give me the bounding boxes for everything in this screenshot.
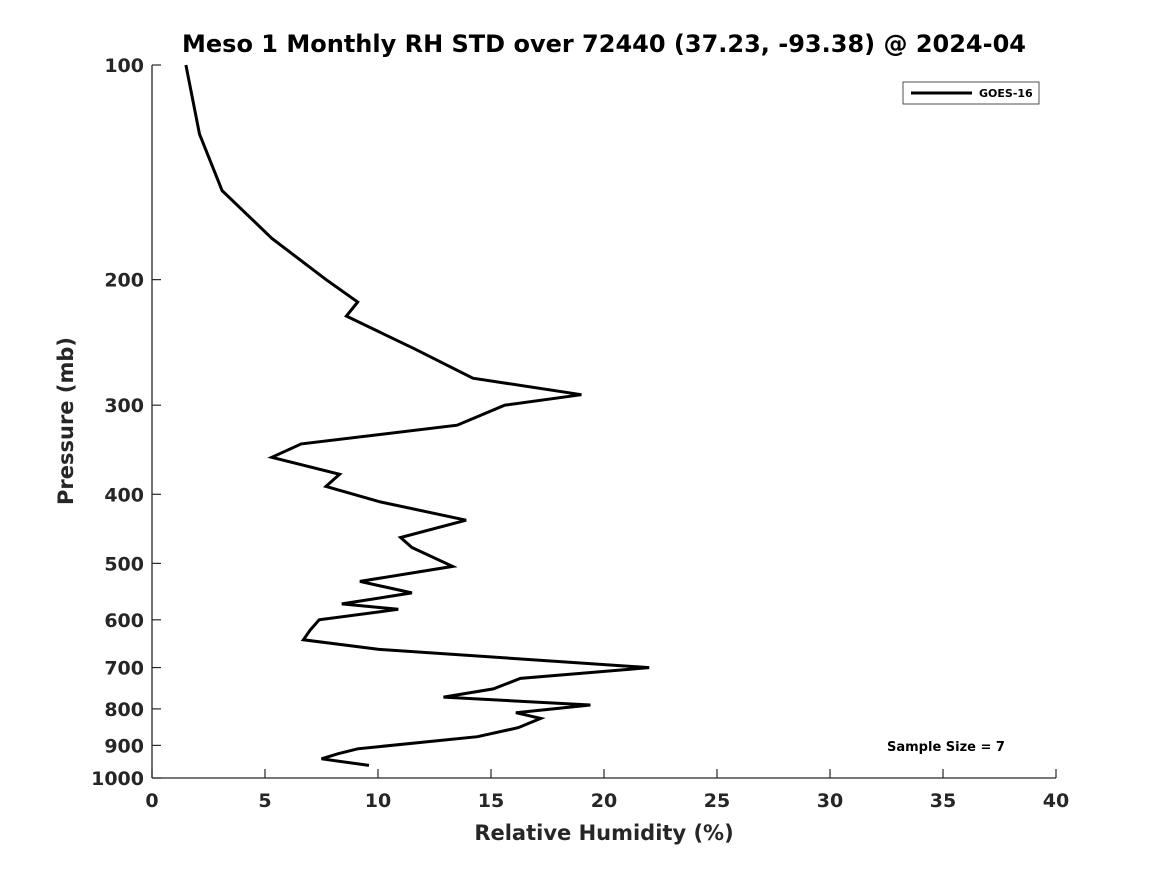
x-tick-label: 25 bbox=[704, 790, 730, 812]
x-axis-label: Relative Humidity (%) bbox=[474, 821, 733, 845]
x-tick-label: 0 bbox=[145, 790, 158, 812]
x-tick-label: 35 bbox=[930, 790, 956, 812]
y-axis-ticks: 100 200 300 400 500 600 700 800 900 1000 bbox=[91, 55, 161, 790]
y-tick-label: 800 bbox=[104, 699, 144, 721]
x-tick-label: 10 bbox=[365, 790, 391, 812]
axes bbox=[151, 65, 1056, 779]
x-tick-label: 15 bbox=[478, 790, 504, 812]
y-tick-label: 300 bbox=[104, 395, 144, 417]
sample-size-annotation: Sample Size = 7 bbox=[887, 740, 1005, 755]
y-tick-label: 900 bbox=[104, 735, 144, 757]
y-tick-label: 700 bbox=[104, 658, 144, 680]
y-axis-label: Pressure (mb) bbox=[54, 337, 78, 505]
y-tick-label: 200 bbox=[104, 270, 144, 292]
y-tick-label: 100 bbox=[104, 55, 144, 77]
series-line-goes-16 bbox=[184, 64, 650, 767]
x-tick-label: 30 bbox=[817, 790, 843, 812]
y-tick-label: 500 bbox=[104, 553, 144, 575]
x-tick-label: 40 bbox=[1043, 790, 1069, 812]
x-axis-ticks: 0 5 10 15 20 25 30 35 40 bbox=[145, 769, 1069, 812]
legend-label-goes-16: GOES-16 bbox=[979, 87, 1033, 100]
chart-title: Meso 1 Monthly RH STD over 72440 (37.23,… bbox=[182, 30, 1026, 58]
legend: GOES-16 bbox=[902, 81, 1040, 105]
series-layer bbox=[184, 64, 650, 767]
y-tick-label: 600 bbox=[104, 610, 144, 632]
x-tick-label: 5 bbox=[258, 790, 271, 812]
x-tick-label: 20 bbox=[591, 790, 617, 812]
y-tick-label: 1000 bbox=[91, 768, 144, 790]
y-tick-label: 400 bbox=[104, 484, 144, 506]
